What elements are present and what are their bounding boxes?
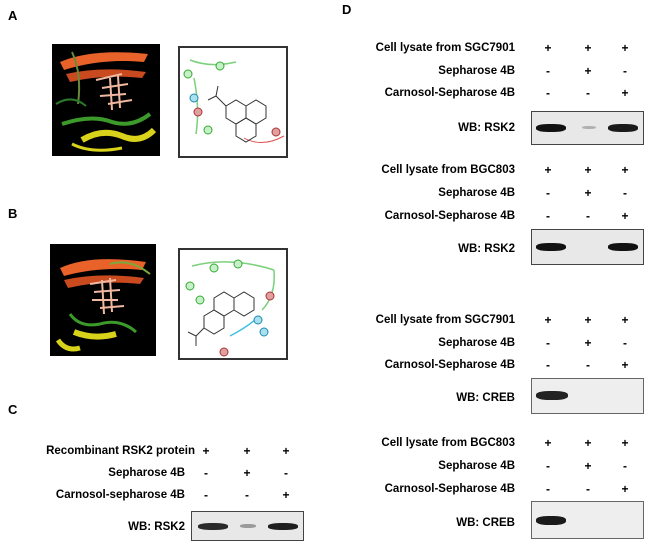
sign: + bbox=[584, 186, 592, 200]
docking-structure-image-a bbox=[52, 44, 160, 156]
sign: + bbox=[243, 444, 251, 458]
sign: - bbox=[623, 186, 627, 200]
sign: + bbox=[544, 436, 552, 450]
sign: - bbox=[546, 186, 550, 200]
sign: - bbox=[546, 86, 550, 100]
sign: - bbox=[586, 86, 590, 100]
row-label: Sepharose 4B bbox=[438, 337, 515, 349]
sign: + bbox=[584, 436, 592, 450]
sign: - bbox=[546, 459, 550, 473]
blot-band bbox=[536, 391, 568, 400]
sign: + bbox=[621, 41, 629, 55]
sign: + bbox=[282, 444, 290, 458]
sign: + bbox=[243, 466, 251, 480]
sign: - bbox=[546, 209, 550, 223]
sign: - bbox=[546, 64, 550, 78]
western-blot-d2 bbox=[531, 229, 644, 265]
row-label: Cell lysate from SGC7901 bbox=[375, 42, 515, 54]
docking-structure-image-b bbox=[50, 244, 156, 356]
sign: + bbox=[202, 444, 210, 458]
row-label: Cell lysate from BGC803 bbox=[381, 164, 515, 176]
row-label: Carnosol-Sepharose 4B bbox=[384, 210, 515, 222]
row-label: Sepharose 4B bbox=[438, 65, 515, 77]
blot-band bbox=[608, 124, 638, 132]
sign: - bbox=[623, 459, 627, 473]
sign: + bbox=[544, 313, 552, 327]
sign: - bbox=[284, 466, 288, 480]
sign: + bbox=[584, 64, 592, 78]
western-blot-d1 bbox=[531, 111, 644, 145]
sign: - bbox=[245, 488, 249, 502]
sign: - bbox=[546, 482, 550, 496]
sign: + bbox=[584, 459, 592, 473]
panel-label-d: D bbox=[342, 2, 352, 17]
row-label: Cell lysate from BGC803 bbox=[381, 437, 515, 449]
interaction-diagram-a bbox=[178, 46, 288, 158]
wb-label: WB: RSK2 bbox=[458, 243, 515, 255]
sign: + bbox=[584, 313, 592, 327]
sign: - bbox=[546, 336, 550, 350]
sign: - bbox=[546, 358, 550, 372]
sign: - bbox=[586, 358, 590, 372]
row-label: Carnosol-Sepharose 4B bbox=[384, 87, 515, 99]
western-blot-c bbox=[191, 511, 304, 541]
wb-label: WB: RSK2 bbox=[458, 122, 515, 134]
sign: + bbox=[584, 336, 592, 350]
row-label: Carnosol-Sepharose 4B bbox=[384, 359, 515, 371]
row-label: Cell lysate from SGC7901 bbox=[375, 314, 515, 326]
sign: - bbox=[623, 336, 627, 350]
sign: + bbox=[621, 163, 629, 177]
blot-band bbox=[536, 243, 566, 251]
wb-label: WB: RSK2 bbox=[128, 521, 185, 533]
sign: + bbox=[621, 86, 629, 100]
row-label: Sepharose 4B bbox=[438, 187, 515, 199]
sign: + bbox=[544, 41, 552, 55]
blot-band bbox=[198, 523, 228, 530]
sign: + bbox=[544, 163, 552, 177]
sign: + bbox=[621, 313, 629, 327]
row-label: Sepharose 4B bbox=[108, 467, 185, 479]
panel-label-c: C bbox=[8, 402, 18, 417]
sign: + bbox=[584, 163, 592, 177]
interaction-diagram-b bbox=[178, 248, 288, 360]
blot-band bbox=[536, 516, 566, 525]
western-blot-d3 bbox=[531, 378, 644, 414]
blot-band bbox=[582, 126, 596, 129]
blot-band bbox=[608, 243, 638, 251]
sign: - bbox=[586, 482, 590, 496]
panel-label-a: A bbox=[8, 8, 18, 23]
blot-band bbox=[536, 124, 566, 132]
western-blot-d4 bbox=[531, 501, 644, 539]
sign: + bbox=[621, 358, 629, 372]
sign: + bbox=[584, 41, 592, 55]
sign: + bbox=[282, 488, 290, 502]
sign: - bbox=[586, 209, 590, 223]
panel-label-b: B bbox=[8, 206, 18, 221]
row-label: Sepharose 4B bbox=[438, 460, 515, 472]
sign: - bbox=[623, 64, 627, 78]
sign: + bbox=[621, 209, 629, 223]
row-label: Recombinant RSK2 protein bbox=[46, 445, 195, 457]
wb-label: WB: CREB bbox=[456, 392, 515, 404]
sign: + bbox=[621, 436, 629, 450]
wb-label: WB: CREB bbox=[456, 517, 515, 529]
sign: - bbox=[204, 488, 208, 502]
blot-band bbox=[268, 523, 298, 530]
sign: + bbox=[621, 482, 629, 496]
sign: - bbox=[204, 466, 208, 480]
row-label: Carnosol-sepharose 4B bbox=[55, 489, 185, 501]
blot-band bbox=[240, 524, 256, 528]
row-label: Carnosol-Sepharose 4B bbox=[384, 483, 515, 495]
